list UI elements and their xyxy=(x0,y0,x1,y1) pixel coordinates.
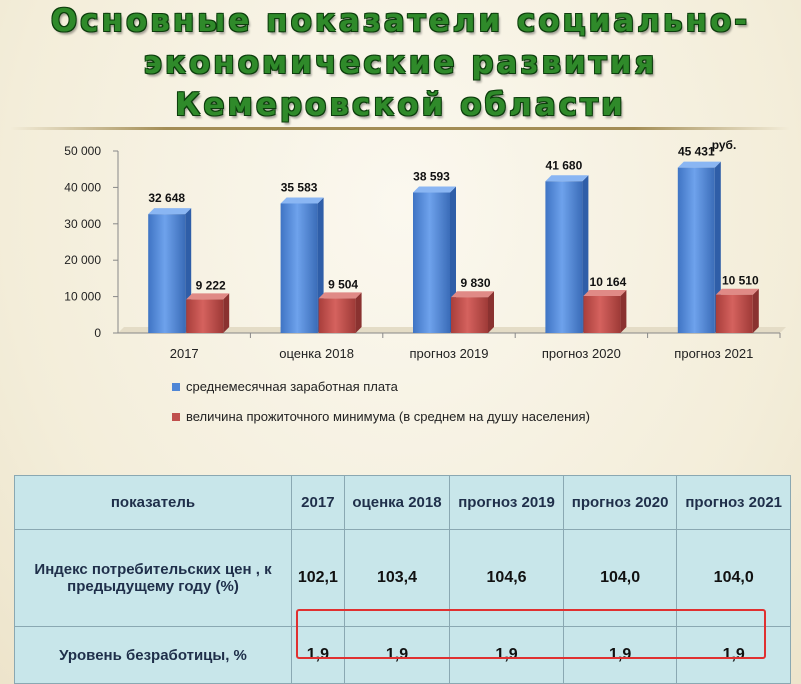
legend-item-salary: среднемесячная заработная плата xyxy=(172,379,398,394)
table-header-cell: прогноз 2020 xyxy=(562,474,678,531)
page-title: Основные показатели социально- экономиче… xyxy=(0,0,801,126)
table-header-cell: показатель xyxy=(14,474,292,531)
y-tick-label: 40 000 xyxy=(64,180,101,194)
x-tick-label: 2017 xyxy=(170,346,199,361)
data-label: 38 593 xyxy=(413,170,450,184)
bar-top xyxy=(451,291,494,298)
table-row-label: Уровень безработицы, % xyxy=(14,626,292,684)
table-header-cell: 2017 xyxy=(291,474,345,531)
table-header-row: показатель 2017 оценка 2018 прогноз 2019… xyxy=(14,474,791,531)
x-tick-label: прогноз 2019 xyxy=(410,346,489,361)
x-tick-label: прогноз 2020 xyxy=(542,346,621,361)
bar-side xyxy=(488,291,494,333)
bar-side xyxy=(752,288,759,333)
y-tick-label: 20 000 xyxy=(64,253,101,267)
x-tick-label: оценка 2018 xyxy=(279,346,354,361)
bar-top xyxy=(148,208,192,215)
unit-label: руб. xyxy=(712,138,737,152)
salary-bar xyxy=(677,167,715,333)
bar-top xyxy=(186,293,230,300)
title-separator xyxy=(10,127,790,130)
legend-swatch-minimum xyxy=(172,412,180,421)
data-label: 35 583 xyxy=(281,180,318,194)
bar-top xyxy=(583,290,627,297)
y-tick-label: 50 000 xyxy=(64,144,101,158)
data-label: 10 164 xyxy=(590,275,627,289)
data-label: 9 504 xyxy=(328,277,358,291)
x-tick-label: прогноз 2021 xyxy=(674,346,753,361)
salary-bar xyxy=(280,203,318,333)
title-line-3: Кемеровской области xyxy=(175,87,626,123)
bar-top xyxy=(280,197,324,204)
data-label: 32 648 xyxy=(148,191,185,205)
table-header-cell: прогноз 2021 xyxy=(676,474,791,531)
title-line-1: Основные показатели социально- xyxy=(50,3,751,39)
bar-top xyxy=(715,288,759,295)
data-label: 9 830 xyxy=(460,276,490,290)
data-label: 41 680 xyxy=(546,158,583,172)
salary-bar xyxy=(148,214,186,333)
legend-label-minimum: величина прожиточного минимума (в средне… xyxy=(186,409,590,424)
bar-top xyxy=(318,292,362,299)
minimum-bar xyxy=(583,296,621,333)
bar-top xyxy=(677,161,721,168)
y-tick-label: 0 xyxy=(94,326,101,340)
y-tick-label: 10 000 xyxy=(64,290,101,304)
table-header-cell: прогноз 2019 xyxy=(449,474,564,531)
y-tick-label: 30 000 xyxy=(64,217,101,231)
minimum-bar xyxy=(186,299,224,333)
bar-side xyxy=(355,292,362,333)
bar-side xyxy=(223,293,230,333)
minimum-bar xyxy=(715,294,753,333)
bar-side xyxy=(714,161,721,333)
unemployment-highlight-box xyxy=(296,609,766,659)
data-label: 10 510 xyxy=(722,274,759,288)
table-cell: 1,9 xyxy=(343,626,451,684)
data-label: 9 222 xyxy=(196,278,226,292)
table-row: Уровень безработицы, % 1,9 1,9 1,9 1,9 1… xyxy=(14,626,791,684)
salary-bar xyxy=(545,181,583,333)
indicators-table: показатель 2017 оценка 2018 прогноз 2019… xyxy=(14,474,791,684)
minimum-bar xyxy=(451,297,488,333)
bar-side xyxy=(620,290,627,333)
legend-item-minimum: величина прожиточного минимума (в средне… xyxy=(172,409,590,424)
salary-bar xyxy=(413,192,450,333)
table-header-cell: оценка 2018 xyxy=(343,474,451,531)
table-row-label: Индекс потребительских цен , к предыдуще… xyxy=(14,529,292,628)
legend-swatch-salary xyxy=(172,382,180,391)
title-line-2: экономические развития xyxy=(143,45,658,81)
data-label: 45 431 xyxy=(678,145,715,159)
legend-label-salary: среднемесячная заработная плата xyxy=(186,379,398,394)
bar-top xyxy=(413,186,456,193)
bar-chart: 0 10 000 20 000 30 000 40 000 50 000 2017 32 64… xyxy=(64,138,786,361)
minimum-bar xyxy=(318,298,356,333)
bar-top xyxy=(545,175,589,182)
